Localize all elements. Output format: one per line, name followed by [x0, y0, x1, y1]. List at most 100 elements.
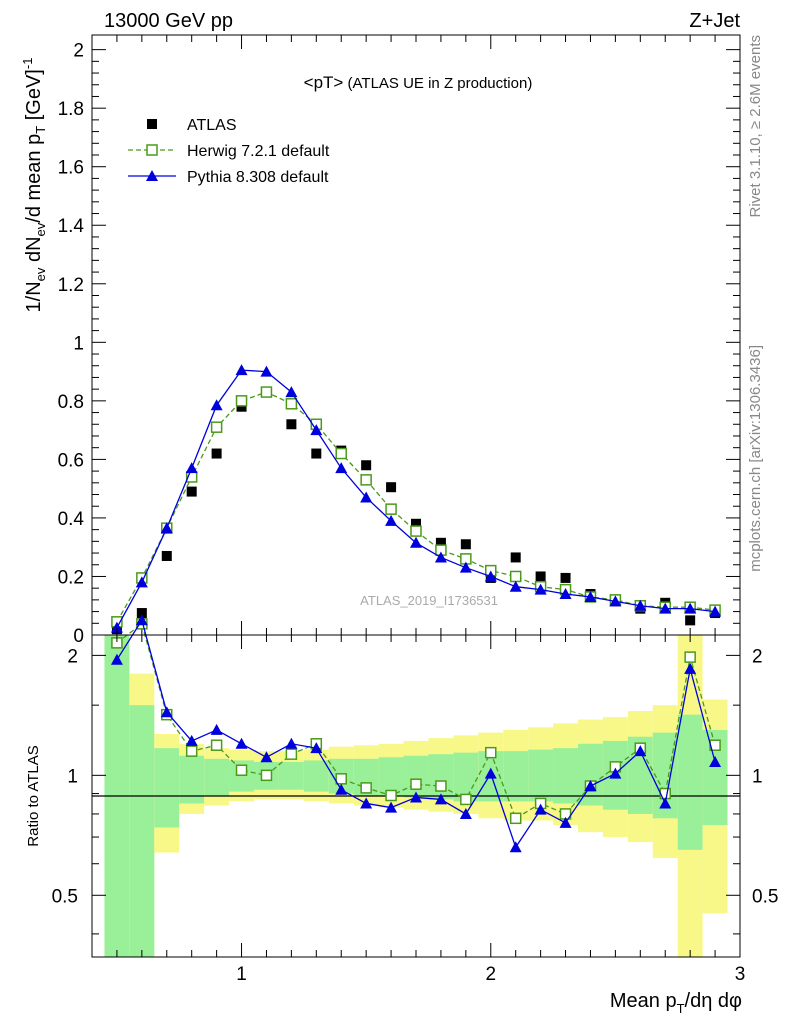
main-series-2-point — [534, 583, 547, 595]
main-series-1-point — [385, 503, 397, 515]
main-series-2-point — [135, 576, 148, 588]
main-series-1-line — [116, 391, 716, 623]
header-right: Z+Jet — [689, 10, 740, 32]
main-series-0-point — [510, 552, 521, 563]
main-y-tick-label: 1 — [73, 333, 84, 354]
main-y-tick-label: 0.8 — [58, 392, 84, 413]
main-series-2-point — [185, 462, 198, 474]
ratio-inner-band — [378, 757, 404, 796]
ratio-series-1-point — [484, 767, 497, 779]
main-series-0-point — [186, 486, 197, 497]
main-series-2-point — [459, 561, 472, 573]
main-series-2-point — [335, 462, 348, 474]
main-series-0-point — [411, 518, 421, 529]
ratio-series-1-point — [434, 793, 447, 805]
rivet-label: Rivet 3.1.10, ≥ 2.6M events — [747, 35, 764, 218]
ratio-inner-band — [528, 749, 554, 802]
analysis-id: ATLAS_2019_I1736531 — [360, 593, 498, 608]
main-series-2-point — [410, 536, 422, 548]
ratio-y-tick-label-right: 1 — [752, 766, 763, 787]
ratio-inner-band — [129, 705, 155, 957]
ratio-series-1-point — [285, 737, 298, 749]
main-series-2-point — [684, 602, 697, 614]
plot-title-main: <pT> — [304, 73, 344, 92]
main-series-0-point — [236, 401, 247, 412]
ratio-series-1-point — [609, 767, 622, 779]
main-series-1-point — [509, 570, 522, 583]
ratio-series-0-point — [385, 789, 397, 802]
main-series-2-point — [110, 621, 123, 633]
ratio-inner-band — [553, 748, 578, 804]
main-series-2-point — [659, 602, 672, 614]
main-y-axis-label: 1/Nev dNev/d mean pT [GeV]-1 — [20, 58, 48, 313]
ratio-series-1-point — [360, 797, 373, 809]
ratio-series-1-point — [335, 783, 348, 795]
mcplots-label: mcplots.cern.ch [arXiv:1306.3436] — [747, 345, 764, 572]
ratio-series-0-point — [460, 793, 472, 806]
main-y-tick-label: 0.6 — [58, 450, 84, 471]
ratio-inner-band — [204, 758, 230, 796]
ratio-series-1-point — [534, 803, 547, 815]
main-series-2-point — [210, 399, 223, 411]
main-series-1-point — [210, 421, 223, 433]
legend-marker-0 — [147, 119, 157, 129]
x-tick-label: 2 — [485, 964, 496, 985]
main-series-0-point — [136, 608, 147, 619]
ratio-series-1-point — [684, 662, 697, 674]
ratio-series-1-point — [185, 734, 198, 746]
ratio-series-0-point — [335, 773, 347, 785]
ratio-series-1-point — [385, 801, 398, 813]
main-y-tick-label: 1.6 — [58, 158, 84, 179]
main-series-1-point — [285, 398, 298, 410]
main-series-2-point — [559, 588, 572, 600]
legend-marker-1 — [146, 144, 158, 156]
ratio-inner-band — [303, 760, 329, 792]
plot-title-sub: (ATLAS UE in Z production) — [343, 75, 532, 92]
ratio-series-1-point — [659, 797, 672, 809]
x-tick-label: 1 — [236, 964, 247, 985]
main-series-0-point — [535, 571, 546, 582]
main-series-2-point — [634, 599, 647, 611]
main-series-2-point — [235, 364, 248, 376]
legend-label-2: Pythia 8.308 default — [187, 169, 329, 186]
main-series-0-point — [361, 460, 372, 471]
main-series-0-point — [435, 537, 446, 548]
ratio-series-1-point — [110, 653, 123, 665]
main-series-0-point — [286, 419, 297, 430]
ratio-series-0-point — [485, 746, 497, 759]
main-series-0-point — [386, 482, 397, 493]
ratio-series-1-point — [135, 614, 148, 626]
ratio-inner-band — [428, 754, 454, 800]
ratio-inner-band — [503, 751, 529, 802]
ratio-series-1-point — [210, 723, 223, 735]
ratio-series-1-point — [634, 745, 647, 757]
ratio-series-1-point — [310, 742, 323, 754]
ratio-y-tick-label: 1 — [67, 766, 78, 787]
plot-title: <pT> (ATLAS UE in Z production) — [304, 73, 533, 92]
main-series-2-point — [385, 514, 398, 526]
main-series-0-point — [311, 448, 322, 459]
main-y-tick-label: 0.2 — [58, 567, 84, 588]
main-series-0-point — [161, 550, 172, 561]
x-axis-label: Mean pT/dη dφ — [610, 990, 742, 1016]
ratio-series-0-point — [210, 739, 223, 751]
ratio-y-tick-label: 0.5 — [52, 886, 78, 907]
legend: ATLAS Herwig 7.2.1 default Pythia 8.308 de… — [128, 117, 330, 186]
ratio-series-0-point — [235, 764, 248, 776]
main-series-1-point — [260, 386, 273, 398]
main-series-2-line — [116, 369, 716, 628]
ratio-series-0-point — [435, 780, 447, 792]
main-plot-panel: 0 0.2 0.4 0.6 0.8 1 1.2 1.4 1.6 1.8 2 <pT> (ATLAS … — [20, 34, 741, 647]
main-series-1-point — [360, 474, 372, 486]
main-series-2-point — [584, 590, 597, 602]
main-series-2-point — [709, 605, 722, 617]
main-series-2-point — [609, 595, 622, 607]
main-series-2-point — [360, 491, 373, 503]
ratio-inner-band — [403, 755, 429, 798]
ratio-series-1-point — [459, 807, 472, 819]
legend-marker-2 — [146, 170, 158, 181]
x-tick-label: 3 — [735, 964, 746, 985]
main-y-tick-label: 1.4 — [58, 216, 85, 237]
legend-label-1: Herwig 7.2.1 default — [187, 143, 330, 160]
